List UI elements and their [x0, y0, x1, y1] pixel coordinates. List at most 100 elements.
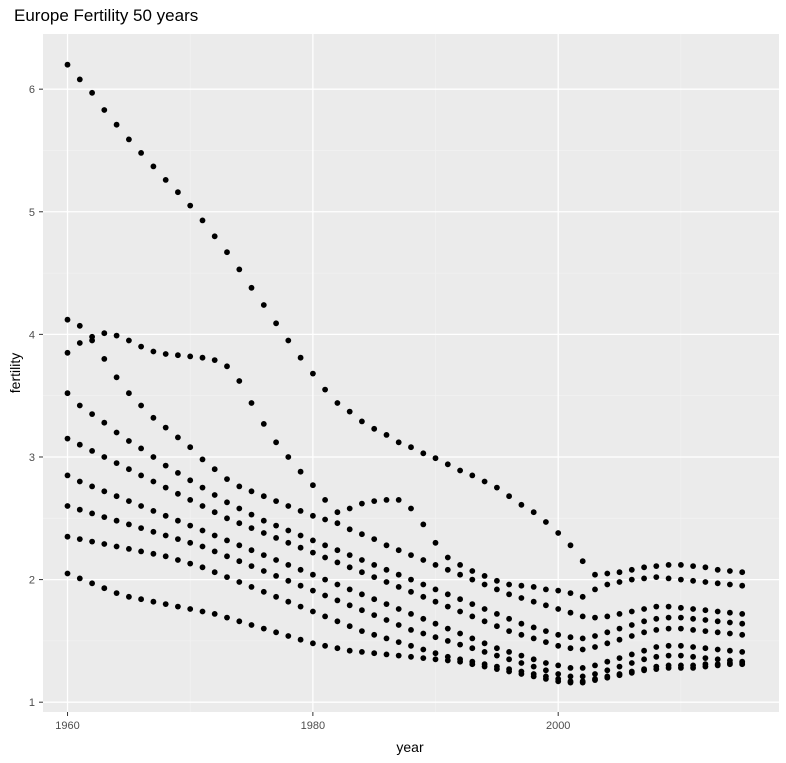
data-point [236, 579, 243, 585]
data-point [101, 454, 108, 460]
data-point [420, 646, 427, 653]
data-point [690, 644, 696, 650]
data-point [678, 625, 684, 632]
data-point [334, 581, 341, 588]
data-point [113, 374, 120, 381]
data-point [260, 517, 267, 524]
data-point [76, 340, 83, 346]
data-point [739, 661, 746, 668]
data-point [310, 608, 316, 615]
x-axis-title: year [396, 739, 424, 755]
data-point [690, 653, 696, 660]
data-point [76, 506, 83, 513]
data-point [64, 503, 71, 509]
y-axis-ticks: 1 2 3 4 5 6 [29, 84, 43, 709]
data-point [395, 622, 402, 628]
x-axis-ticks: 1960 1980 2000 [55, 712, 570, 732]
data-point [260, 530, 267, 536]
data-point [579, 635, 586, 642]
data-point [310, 537, 316, 544]
data-point [260, 552, 267, 558]
data-point [334, 618, 341, 625]
data-point [162, 484, 169, 491]
data-point [628, 608, 635, 615]
data-point [665, 625, 672, 632]
data-point [101, 107, 108, 113]
data-point [702, 579, 709, 585]
data-point [175, 189, 181, 196]
data-point [89, 448, 95, 454]
data-point [248, 525, 255, 531]
data-point [64, 472, 71, 479]
data-point [322, 542, 328, 549]
data-point [334, 559, 341, 566]
data-point [150, 508, 157, 514]
data-point [125, 593, 132, 600]
data-point [604, 570, 611, 577]
data-point [297, 354, 304, 361]
data-point [678, 604, 684, 611]
data-point [224, 614, 230, 621]
data-point [334, 509, 341, 516]
data-point [125, 136, 132, 143]
data-point [408, 627, 414, 633]
data-point [64, 61, 71, 68]
data-point [125, 466, 132, 473]
data-point [628, 669, 635, 676]
data-point [641, 647, 647, 654]
data-point [76, 575, 83, 582]
data-point [567, 609, 574, 616]
data-point [432, 598, 439, 605]
data-point [346, 526, 353, 533]
data-point [604, 613, 611, 620]
data-point [628, 622, 635, 628]
data-point [469, 568, 476, 574]
data-point [653, 574, 660, 580]
data-point [297, 582, 304, 589]
data-point [297, 468, 304, 475]
data-point [727, 661, 733, 668]
data-point [138, 472, 145, 479]
data-point [543, 676, 549, 682]
data-point [555, 631, 562, 638]
data-point [604, 667, 611, 674]
data-point [383, 601, 390, 607]
data-point [579, 665, 586, 671]
data-point [408, 642, 414, 649]
data-point [420, 593, 427, 600]
data-point [481, 618, 488, 625]
data-point [150, 454, 157, 460]
data-point [530, 598, 537, 605]
y-tick-label: 3 [29, 452, 35, 464]
data-point [678, 562, 684, 568]
data-point [273, 498, 279, 504]
data-point [273, 629, 279, 636]
data-point [457, 596, 463, 603]
data-point [260, 625, 267, 632]
data-point [469, 613, 476, 620]
data-point [162, 532, 169, 539]
data-point [138, 402, 145, 409]
data-point [89, 337, 95, 344]
data-point [297, 603, 304, 610]
data-point [162, 553, 169, 560]
data-point [101, 585, 108, 592]
data-point [297, 636, 304, 643]
data-point [260, 493, 267, 500]
data-point [359, 649, 365, 655]
data-point [690, 665, 696, 671]
data-point [518, 652, 525, 659]
data-point [592, 671, 598, 677]
data-point [457, 467, 463, 474]
data-point [162, 424, 169, 431]
data-point [334, 547, 341, 554]
data-point [125, 546, 132, 552]
data-point [530, 663, 537, 670]
y-tick-label: 1 [29, 697, 35, 709]
data-point [199, 217, 206, 224]
data-point [113, 493, 120, 500]
data-point [138, 343, 145, 350]
data-point [224, 574, 230, 580]
data-point [383, 579, 390, 585]
data-point [641, 629, 647, 636]
